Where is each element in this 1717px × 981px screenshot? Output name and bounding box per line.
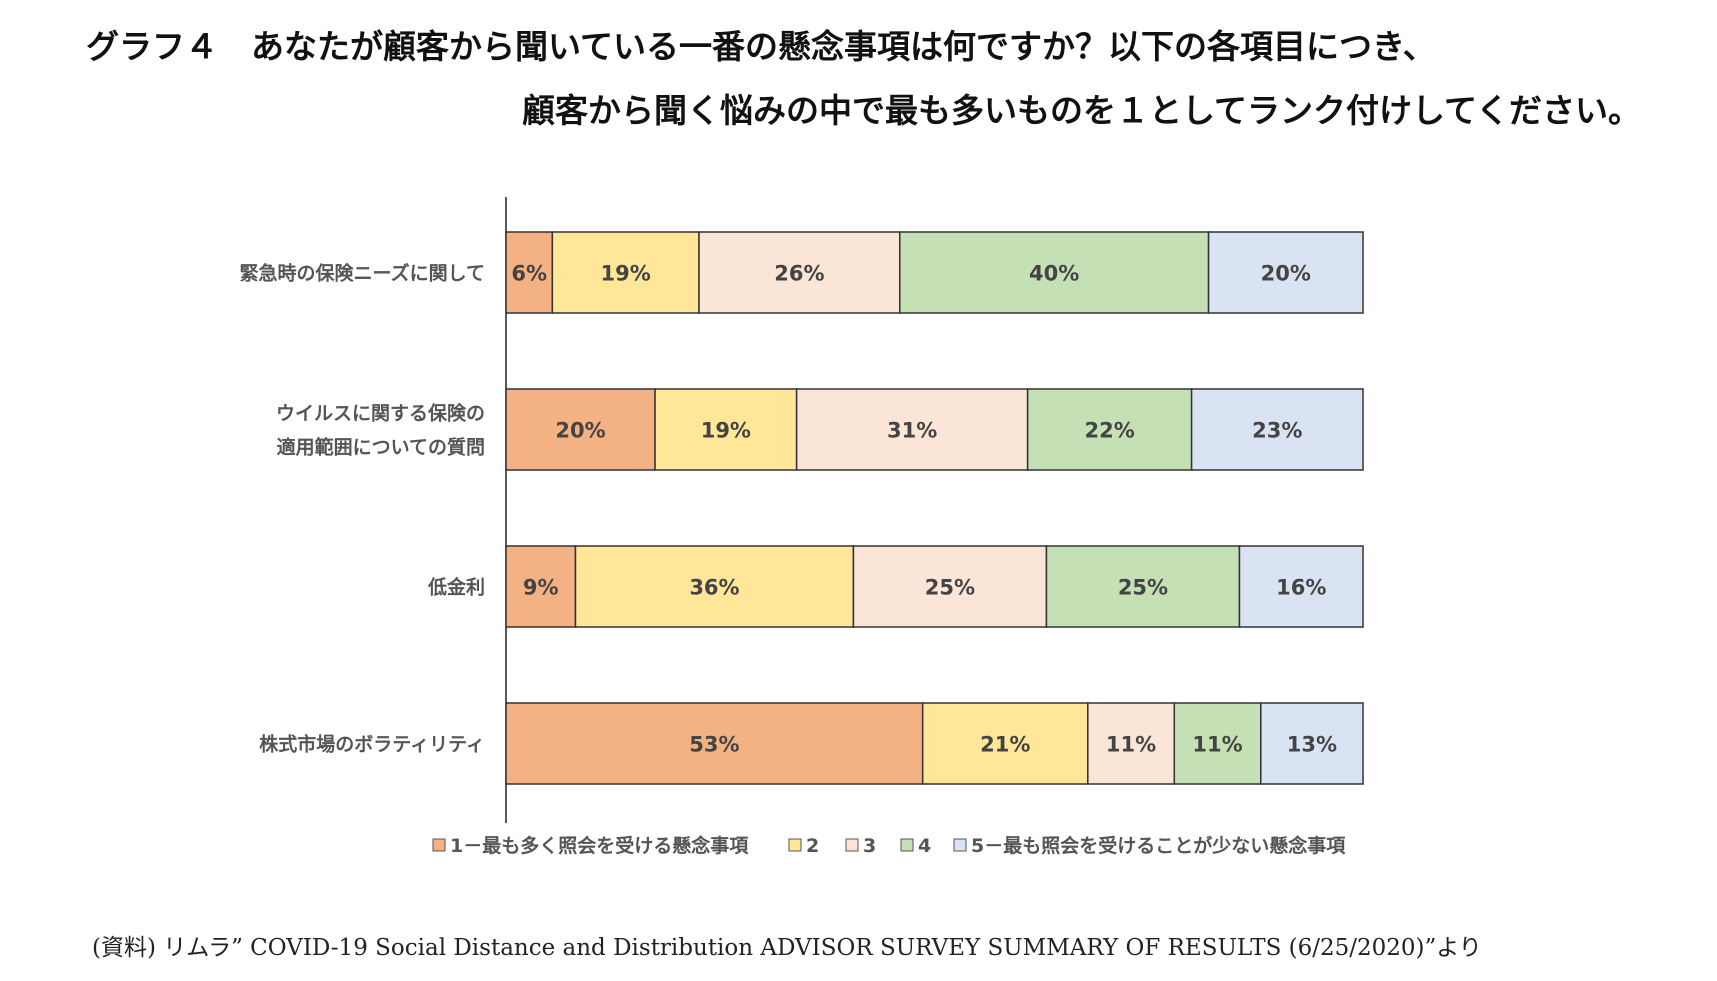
data-label: 9% [523, 576, 559, 600]
category-label: ウイルスに関する保険の [276, 402, 485, 425]
data-label: 11% [1192, 733, 1242, 757]
legend-item: 3 [845, 835, 876, 857]
category-label: 緊急時の保険ニーズに関して [240, 262, 485, 285]
legend-swatch [953, 838, 967, 852]
source-note: (資料) リムラ” COVID-19 Social Distance and D… [92, 935, 1482, 961]
bar-segment [1238, 545, 1364, 628]
data-label: 13% [1287, 733, 1337, 757]
bar-segment [505, 545, 577, 628]
bar-segment [1207, 231, 1364, 314]
legend-item: 4 [900, 835, 931, 857]
data-label: 19% [601, 262, 651, 286]
category-label: 低金利 [427, 576, 485, 599]
legend-item: 5－最も照会を受けることが少ない懸念事項 [953, 834, 1346, 857]
bar-segment [698, 231, 901, 314]
legend-label: 3 [863, 835, 876, 857]
bar-segment [1190, 388, 1364, 471]
legend-swatch [432, 838, 446, 852]
data-label: 40% [1029, 262, 1079, 286]
bar-segment [505, 702, 924, 785]
data-label: 25% [925, 576, 975, 600]
bar-segment [1260, 702, 1364, 785]
data-label: 36% [689, 576, 739, 600]
bar-segment [1173, 702, 1262, 785]
bar-segment [1026, 388, 1193, 471]
data-label: 16% [1276, 576, 1326, 600]
data-label: 31% [887, 419, 937, 443]
legend-item: 1－最も多く照会を受ける懸念事項 [432, 834, 749, 857]
legend-label: 2 [806, 835, 819, 857]
data-label: 6% [511, 262, 547, 286]
data-label: 53% [689, 733, 739, 757]
bar-segment [551, 231, 700, 314]
category-label: 適用範囲についての質問 [277, 436, 485, 459]
bar-segment [921, 702, 1089, 785]
data-label: 11% [1106, 733, 1156, 757]
legend-item: 2 [788, 835, 819, 857]
data-label: 26% [774, 262, 824, 286]
bar-segment [899, 231, 1210, 314]
legend-label: 4 [918, 835, 931, 857]
legend-label: 5－最も照会を受けることが少ない懸念事項 [971, 834, 1346, 857]
bar-segment [852, 545, 1048, 628]
category-label: 株式市場のボラティリティ [259, 733, 485, 756]
bar-segment [1045, 545, 1241, 628]
chart-title-line1: グラフ４ あなたが顧客から聞いている一番の懸念事項は何ですか？以下の各項目につき… [86, 27, 1436, 66]
bar-segment [574, 545, 855, 628]
data-label: 22% [1084, 419, 1134, 443]
legend-swatch [788, 838, 802, 852]
chart-title-line2: 顧客から聞く悩みの中で最も多いものを１としてランク付けしてください。 [522, 91, 1642, 130]
stacked-bar-chart: 緊急時の保険ニーズに関して 6% 19% 26% 40% 20% ウイルスに関する保険の適用… [240, 197, 1364, 857]
bar-segment [505, 231, 554, 314]
data-label: 21% [980, 733, 1030, 757]
legend-swatch [845, 838, 859, 852]
data-label: 20% [555, 419, 605, 443]
data-label: 20% [1261, 262, 1311, 286]
legend-label: 1－最も多く照会を受ける懸念事項 [450, 834, 749, 857]
data-label: 19% [701, 419, 751, 443]
data-label: 25% [1118, 576, 1168, 600]
bar-segment [505, 388, 656, 471]
data-label: 23% [1252, 419, 1302, 443]
legend-swatch [900, 838, 914, 852]
